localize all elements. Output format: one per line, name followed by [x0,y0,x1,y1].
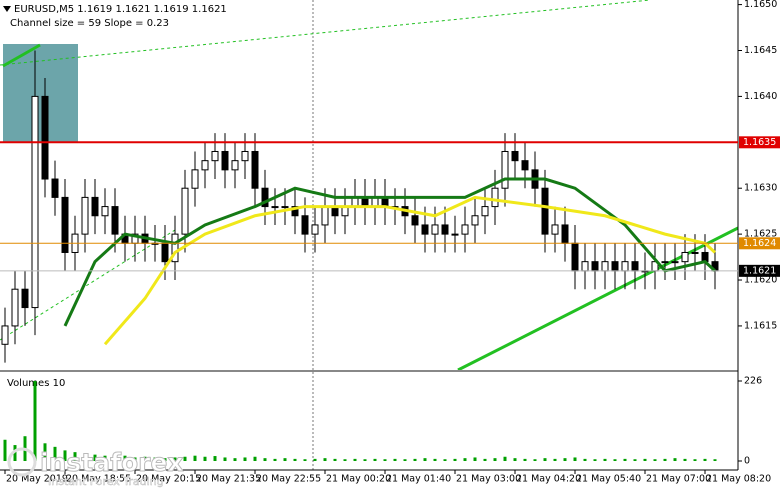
candle-body [621,261,629,272]
candle-body [291,206,299,217]
candle-body [411,215,419,226]
candle-body [11,288,19,327]
candle-body [111,206,119,235]
candle-body [671,261,679,264]
watermark-text: instaforex [40,448,184,477]
x-tick-label: 20 May 2019 [6,474,68,485]
candle-body [481,206,489,217]
candle-body [521,160,529,171]
candle-body [491,187,499,208]
channel-line [2,43,41,68]
volume-tick-label: 226 [744,376,762,387]
candle-body [201,160,209,171]
candle-body [21,288,29,309]
x-tick-label: 20 May 21:35 [196,474,261,485]
candle-body [691,251,699,254]
y-tick-label: 1.1650 [744,0,777,10]
candle-body [321,206,329,226]
candle-body [181,187,189,235]
candle-body [571,242,579,272]
candle-body [241,150,249,162]
y-tick-label: 1.1615 [744,320,777,331]
level-label: 1.1624 [743,238,776,249]
y-tick-label: 1.1645 [744,45,777,56]
x-tick-label: 20 May 22:55 [256,474,321,485]
candle-body [261,187,269,208]
candle-body [301,215,309,235]
candle-body [681,251,689,263]
candle-body [191,169,199,189]
y-tick-label: 1.1625 [744,229,777,240]
candle-body [91,196,99,217]
candle-body [221,150,229,171]
indicator-info: Channel size = 59 Slope = 0.23 [10,18,169,29]
candle-body [581,261,589,272]
candle-body [591,261,599,272]
moving-average [63,177,717,327]
candle-body [251,150,259,189]
candle-body [311,224,319,235]
x-tick-label: 21 May 00:20 [326,474,391,485]
x-tick-label: 21 May 03:00 [456,474,521,485]
candle-body [231,160,239,171]
candle-body [81,196,89,235]
candle-body [281,206,289,209]
candle-body [441,224,449,235]
candle-body [631,261,639,272]
y-tick-label: 1.1630 [744,183,777,194]
candle-body [31,95,39,309]
candle-body [271,206,279,209]
candle-body [471,215,479,226]
x-tick-label: 21 May 05:40 [576,474,641,485]
x-tick-label: 21 May 08:20 [706,474,771,485]
candle-body [41,95,49,180]
last-price-label: 1.1621 [743,265,776,276]
channel-line-dashed [0,229,176,341]
chart-title: EURUSD,M5 1.1619 1.1621 1.1619 1.1621 [14,4,227,15]
x-tick-label: 21 May 04:20 [516,474,581,485]
channel-line-dashed [0,0,651,66]
y-tick-label: 1.1620 [744,275,777,286]
candle-body [171,233,179,263]
candle-body [101,206,109,217]
level-tag [739,237,780,250]
candle-body [421,224,429,235]
menu-arrow [3,6,11,12]
x-tick-label: 20 May 20:15 [136,474,201,485]
x-tick-label: 20 May 18:55 [66,474,131,485]
last-price-tag [739,264,780,277]
y-tick-label: 1.1640 [744,91,777,102]
candle-body [661,261,669,264]
candle-body [61,196,69,253]
candle-body [461,224,469,235]
x-tick-label: 21 May 07:00 [646,474,711,485]
candle-body [1,325,9,345]
watermark-icon [7,447,37,477]
candle-body [511,150,519,162]
candle-body [211,150,219,162]
candle-body [611,261,619,272]
candle-body [501,150,509,189]
watermark: instaforex Instant Forex Trading [7,447,184,488]
x-tick-label: 21 May 01:40 [386,474,451,485]
volume-tick-label: 0 [744,456,750,467]
candle-body [561,224,569,244]
level-label: 1.1635 [743,137,776,148]
candle-body [601,261,609,272]
watermark-tagline: Instant Forex Trading [48,475,164,488]
moving-average [103,195,717,346]
channel-line [457,226,739,372]
candle-body [161,242,169,263]
level-tag [739,136,780,149]
candle-body [431,224,439,235]
candle-body [551,224,559,235]
candle-body [541,187,549,235]
candle-body [51,178,59,198]
candle-body [451,233,459,236]
price-panel [0,0,739,470]
